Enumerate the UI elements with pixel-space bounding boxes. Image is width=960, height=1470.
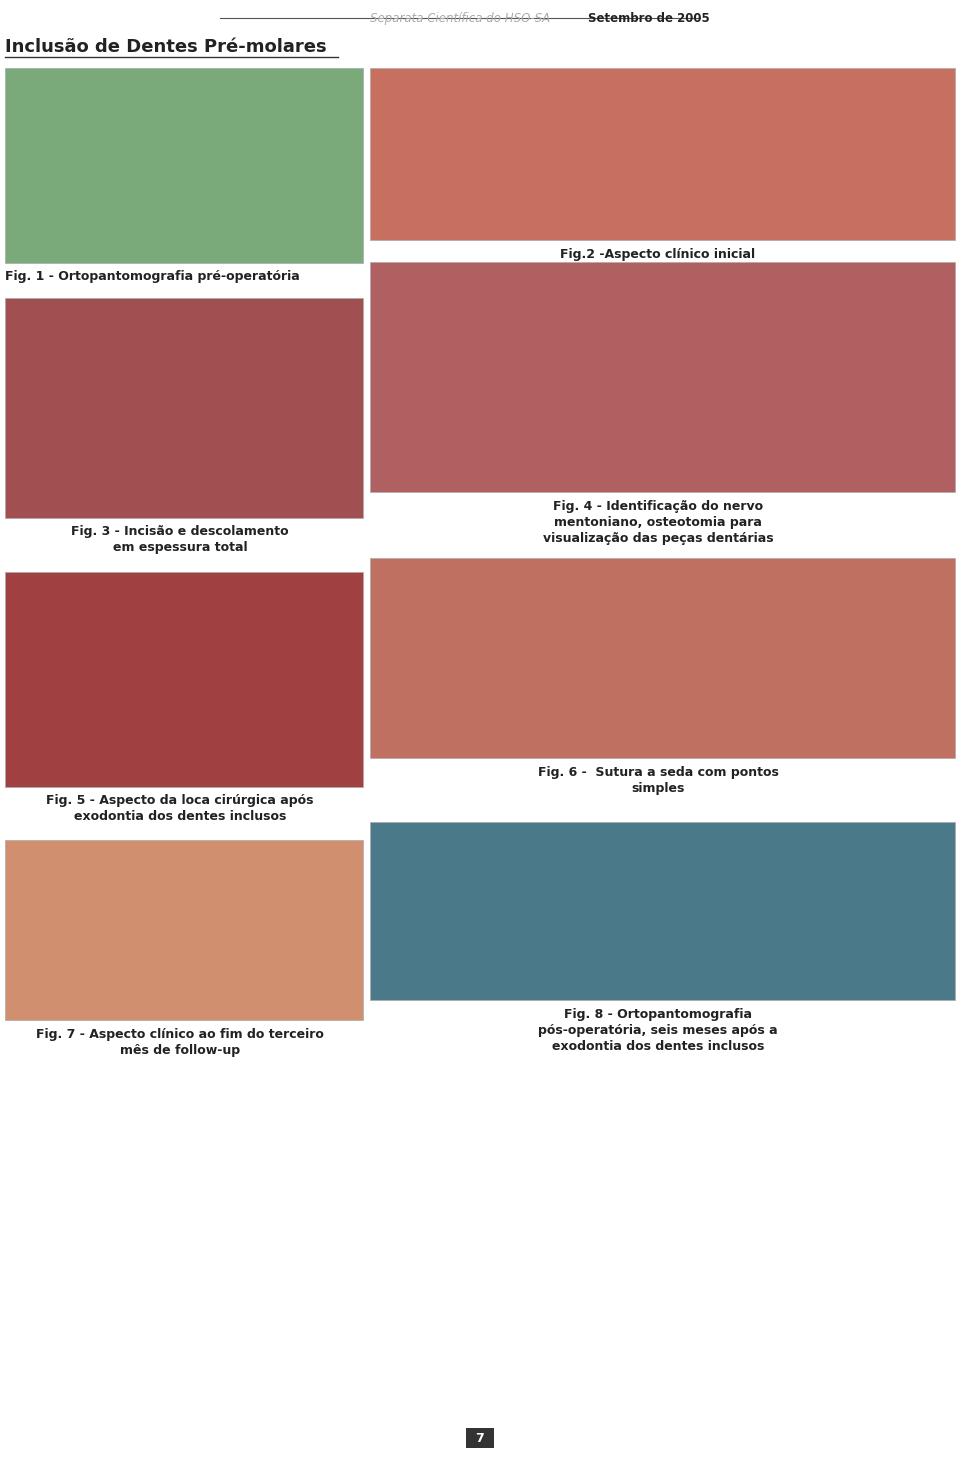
Text: 7: 7 [475, 1432, 485, 1445]
Bar [370, 68, 955, 240]
Text: Fig.2 -Aspecto clínico inicial: Fig.2 -Aspecto clínico inicial [561, 248, 756, 262]
Text: Fig. 5 - Aspecto da loca cirúrgica após
exodontia dos dentes inclusos: Fig. 5 - Aspecto da loca cirúrgica após … [46, 794, 314, 823]
Bar [5, 68, 363, 263]
Text: Fig. 6 -  Sutura a seda com pontos
simples: Fig. 6 - Sutura a seda com pontos simple… [538, 766, 779, 795]
Text: Fig. 8 - Ortopantomografia
pós-operatória, seis meses após a
exodontia dos dente: Fig. 8 - Ortopantomografia pós-operatóri… [539, 1008, 778, 1053]
Text: Separata Científica do HSO-SA: Separata Científica do HSO-SA [370, 12, 550, 25]
Bar [5, 298, 363, 517]
Text: Fig. 1 - Ortopantomografia pré-operatória: Fig. 1 - Ortopantomografia pré-operatóri… [5, 270, 300, 284]
Bar [370, 262, 955, 492]
Bar [5, 572, 363, 786]
Text: Inclusão de Dentes Pré-molares: Inclusão de Dentes Pré-molares [5, 38, 326, 56]
Bar [5, 839, 363, 1020]
Text: Fig. 4 - Identificação do nervo
mentoniano, osteotomia para
visualização das peç: Fig. 4 - Identificação do nervo mentonia… [542, 500, 774, 545]
Bar [370, 822, 955, 1000]
Text: Setembro de 2005: Setembro de 2005 [588, 12, 709, 25]
Bar [370, 559, 955, 759]
Bar [466, 1427, 494, 1448]
Text: Fig. 3 - Incisão e descolamento
em espessura total: Fig. 3 - Incisão e descolamento em espes… [71, 525, 289, 554]
Text: Fig. 7 - Aspecto clínico ao fim do terceiro
mês de follow-up: Fig. 7 - Aspecto clínico ao fim do terce… [36, 1028, 324, 1057]
